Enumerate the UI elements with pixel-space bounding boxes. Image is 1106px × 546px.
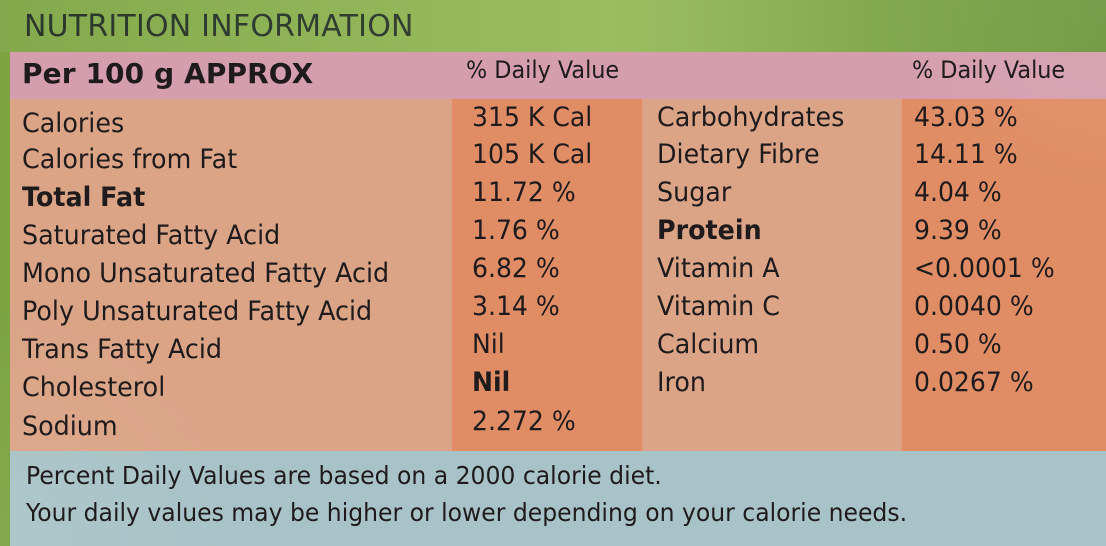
right-daily-value-header: % Daily Value <box>912 56 1066 84</box>
right-item-value-carbohydrates: 43.03 % <box>914 102 1018 133</box>
left-item-value-mono-unsaturated-fatty-acid: 6.82 % <box>472 253 560 284</box>
left-item-label-calories-from-fat: Calories from Fat <box>22 144 238 175</box>
right-item-value-calcium: 0.50 % <box>914 329 1002 360</box>
footer-note-line-1: Percent Daily Values are based on a 2000… <box>26 461 662 490</box>
left-item-value-sodium: 2.272 % <box>472 406 576 437</box>
right-item-label-vitamin-a: Vitamin A <box>657 253 780 284</box>
right-item-label-protein: Protein <box>657 215 762 246</box>
footer-note-line-2: Your daily values may be higher or lower… <box>26 498 908 527</box>
left-item-label-total-fat: Total Fat <box>22 182 146 213</box>
right-item-value-protein: 9.39 % <box>914 215 1002 246</box>
right-item-value-sugar: 4.04 % <box>914 177 1002 208</box>
right-item-label-dietary-fibre: Dietary Fibre <box>657 139 820 170</box>
left-item-label-trans-fatty-acid: Trans Fatty Acid <box>22 334 222 365</box>
left-item-label-cholesterol: Cholesterol <box>22 372 166 403</box>
right-item-label-iron: Iron <box>657 367 706 398</box>
left-value-band <box>452 99 642 451</box>
left-item-label-mono-unsaturated-fatty-acid: Mono Unsaturated Fatty Acid <box>22 258 390 289</box>
left-item-label-sodium: Sodium <box>22 411 118 442</box>
right-item-label-carbohydrates: Carbohydrates <box>657 102 845 133</box>
left-item-value-total-fat: 11.72 % <box>472 177 576 208</box>
right-item-label-sugar: Sugar <box>657 177 732 208</box>
right-item-value-vitamin-c: 0.0040 % <box>914 291 1034 322</box>
left-item-value-saturated-fatty-acid: 1.76 % <box>472 215 560 246</box>
left-item-label-saturated-fatty-acid: Saturated Fatty Acid <box>22 220 281 251</box>
left-item-value-calories-from-fat: 105 K Cal <box>472 139 593 170</box>
left-item-value-calories: 315 K Cal <box>472 102 593 133</box>
left-daily-value-header: % Daily Value <box>466 56 620 84</box>
right-value-band <box>902 99 1106 451</box>
right-item-label-vitamin-c: Vitamin C <box>657 291 781 322</box>
left-item-label-poly-unsaturated-fatty-acid: Poly Unsaturated Fatty Acid <box>22 296 373 327</box>
right-item-label-calcium: Calcium <box>657 329 760 360</box>
left-item-label-calories: Calories <box>22 108 125 139</box>
header-row <box>10 52 1106 99</box>
title-strip: NUTRITION INFORMATION <box>0 0 1106 52</box>
serving-size-label: Per 100 g APPROX <box>22 57 314 90</box>
right-item-value-vitamin-a: <0.0001 % <box>914 253 1055 284</box>
footer-note-area <box>10 451 1106 546</box>
left-item-value-cholesterol: Nil <box>472 367 511 398</box>
right-item-value-dietary-fibre: 14.11 % <box>914 139 1018 170</box>
page-title: NUTRITION INFORMATION <box>24 8 414 44</box>
right-item-value-iron: 0.0267 % <box>914 367 1034 398</box>
left-item-value-trans-fatty-acid: Nil <box>472 329 505 360</box>
left-item-value-poly-unsaturated-fatty-acid: 3.14 % <box>472 291 560 322</box>
